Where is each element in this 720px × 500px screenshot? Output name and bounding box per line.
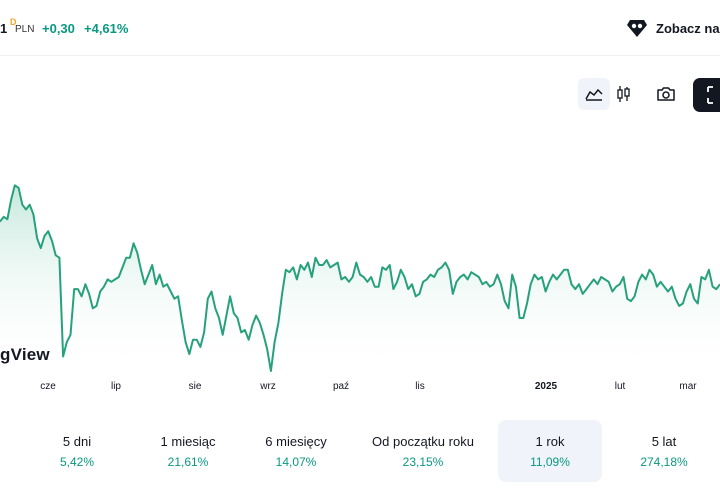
period-change-value: 5,42%: [59, 455, 95, 469]
period-label: Od początku roku: [372, 434, 474, 449]
period-label: 6 miesięcy: [265, 434, 327, 449]
period-button[interactable]: 6 miesięcy 14,07%: [248, 420, 344, 482]
x-tick-label: wrz: [259, 381, 276, 392]
x-tick-label: mar: [679, 381, 697, 392]
area-chart-icon: [585, 88, 603, 101]
area-chart-button[interactable]: [578, 78, 610, 110]
period-change-value: 23,15%: [402, 455, 444, 469]
x-tick-label: sie: [189, 381, 202, 392]
period-button[interactable]: 1 rok 11,09%: [498, 420, 602, 482]
open-promo-label: Zobacz na: [656, 20, 720, 36]
screenshot-button[interactable]: [650, 78, 682, 110]
candlestick-chart-button[interactable]: [608, 78, 640, 110]
period-label: 1 rok: [535, 434, 565, 449]
currency-label: PLN: [15, 24, 35, 35]
period-change-value: 21,61%: [167, 455, 209, 469]
tradingview-watermark: gView: [0, 345, 50, 364]
period-button[interactable]: 1 miesiąc 21,61%: [140, 420, 236, 482]
price-change-absolute: +0,30: [42, 21, 75, 36]
tradingview-logo-icon: [627, 20, 647, 37]
period-button[interactable]: 5 lat 274,18%: [614, 420, 714, 482]
period-label: 5 lat: [651, 434, 677, 449]
symbol-header: 1 D PLN +0,30 +4,61% Zobacz na: [0, 0, 720, 56]
fullscreen-icon: [707, 86, 713, 104]
price-change-percent: +4,61%: [84, 21, 129, 36]
period-button[interactable]: 5 dni 5,42%: [37, 420, 117, 482]
period-button[interactable]: Od początku roku 23,15%: [358, 420, 488, 482]
x-tick-label: lut: [615, 381, 626, 392]
last-price: 1: [0, 21, 8, 36]
price-area-fill: [0, 185, 720, 377]
x-tick-label: cze: [40, 381, 56, 392]
x-tick-label: lis: [415, 381, 424, 392]
open-in-tradingview-button[interactable]: Zobacz na: [626, 17, 720, 39]
period-change-value: 14,07%: [275, 455, 317, 469]
price-line: [0, 184, 720, 372]
period-label: 1 miesiąc: [160, 434, 216, 449]
period-performance-bar: 5 dni 5,42% 1 miesiąc 21,61% 6 miesięcy 14,07…: [0, 420, 720, 482]
x-tick-label: 2025: [535, 381, 558, 392]
period-change-value: 274,18%: [640, 455, 688, 469]
x-tick-label: paź: [333, 381, 349, 392]
period-change-value: 11,09%: [530, 455, 570, 469]
price-chart: cze lip sie wrz paź lis 2025 lut mar: [0, 184, 720, 392]
period-label: 5 dni: [62, 434, 92, 449]
delayed-data-badge: D: [10, 17, 17, 27]
camera-icon: [657, 87, 675, 101]
fullscreen-button[interactable]: [693, 78, 720, 112]
x-tick-label: lip: [111, 381, 121, 392]
candlestick-icon: [617, 86, 630, 102]
